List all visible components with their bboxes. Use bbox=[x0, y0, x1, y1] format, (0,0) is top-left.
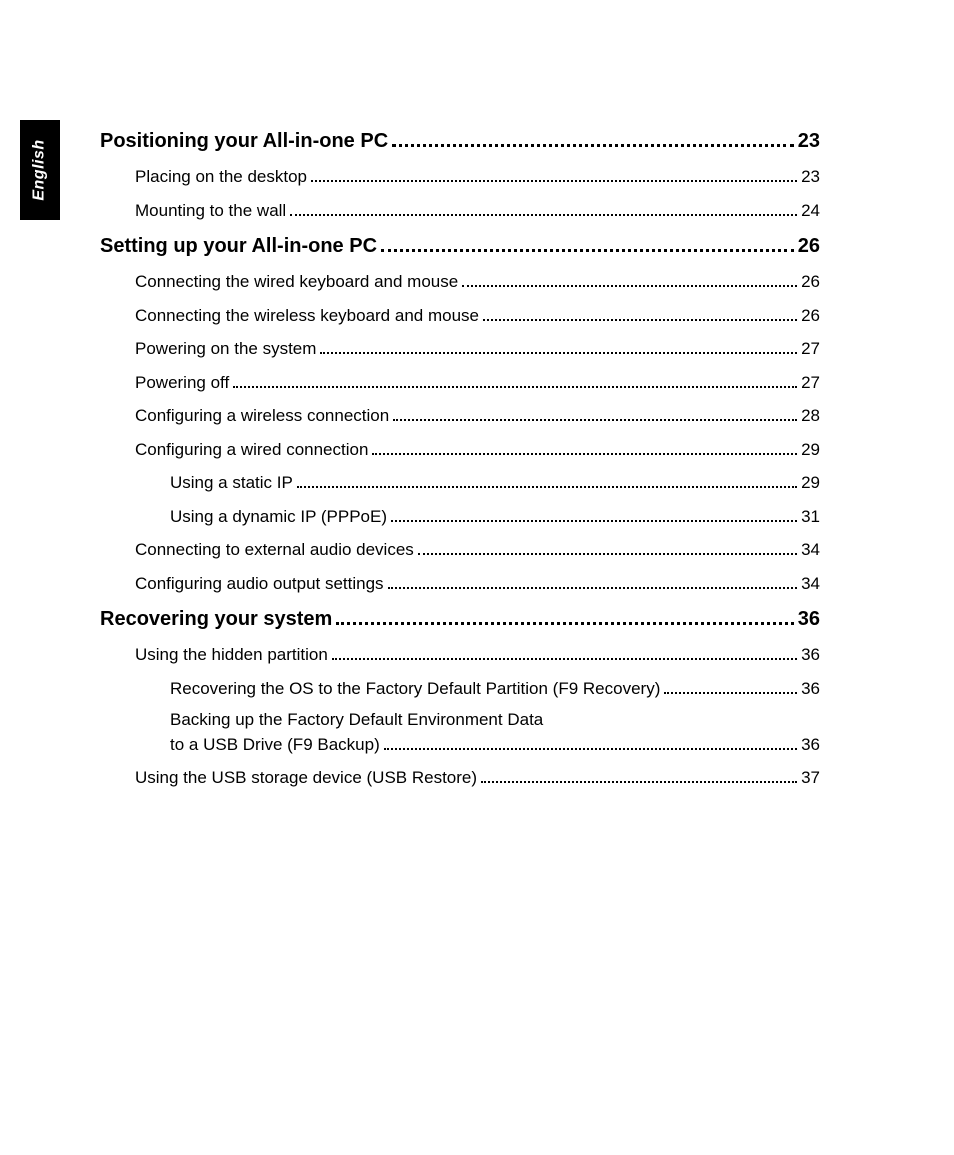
toc-entry-title: Using a dynamic IP (PPPoE) bbox=[170, 504, 387, 530]
toc-dots-leader bbox=[391, 505, 797, 521]
toc-entry: Using the hidden partition 36 bbox=[100, 642, 820, 668]
toc-dots-leader bbox=[311, 166, 797, 182]
toc-entry-title: Placing on the desktop bbox=[135, 164, 307, 190]
toc-dots-leader bbox=[320, 338, 797, 354]
toc-entry: Using a static IP 29 bbox=[100, 470, 820, 496]
language-tab-label: English bbox=[31, 139, 49, 200]
toc-entry: Powering off 27 bbox=[100, 370, 820, 396]
toc-dots-leader bbox=[290, 199, 797, 215]
toc-entry-title: Using a static IP bbox=[170, 470, 293, 496]
toc-dots-leader bbox=[388, 572, 798, 588]
toc-entry-title: Powering off bbox=[135, 370, 229, 396]
toc-entry-title: Configuring a wired connection bbox=[135, 437, 368, 463]
toc-entry-page: 34 bbox=[801, 571, 820, 597]
toc-entry-page: 23 bbox=[801, 164, 820, 190]
toc-entry-page: 36 bbox=[798, 604, 820, 634]
toc-entry-title: Configuring audio output settings bbox=[135, 571, 384, 597]
toc-dots-leader bbox=[332, 644, 797, 660]
toc-entry-title: Connecting the wireless keyboard and mou… bbox=[135, 303, 479, 329]
toc-dots-leader bbox=[462, 271, 797, 287]
toc-entry: Using the USB storage device (USB Restor… bbox=[100, 765, 820, 791]
toc-entry-title: Mounting to the wall bbox=[135, 198, 286, 224]
toc-entry: Connecting the wired keyboard and mouse 2… bbox=[100, 269, 820, 295]
toc-dots-leader bbox=[297, 472, 797, 488]
toc-entry-title: Positioning your All-in-one PC bbox=[100, 126, 388, 156]
toc-entry-page: 24 bbox=[801, 198, 820, 224]
toc-entry: Using a dynamic IP (PPPoE) 31 bbox=[100, 504, 820, 530]
toc-entry-page: 27 bbox=[801, 370, 820, 396]
toc-entry-page: 34 bbox=[801, 537, 820, 563]
toc-dots-leader bbox=[233, 371, 797, 387]
toc-entry-page: 26 bbox=[801, 269, 820, 295]
toc-entry-title: Connecting the wired keyboard and mouse bbox=[135, 269, 458, 295]
toc-entry-title: Configuring a wireless connection bbox=[135, 403, 389, 429]
toc-dots-leader bbox=[393, 405, 797, 421]
toc-entry-page: 27 bbox=[801, 336, 820, 362]
toc-entry: Backing up the Factory Default Environme… bbox=[100, 709, 820, 757]
toc-entry-page: 29 bbox=[801, 437, 820, 463]
toc-entry-title: Setting up your All-in-one PC bbox=[100, 231, 377, 261]
toc-entry-page: 31 bbox=[801, 504, 820, 530]
toc-entry: Recovering the OS to the Factory Default… bbox=[100, 676, 820, 702]
toc-entry-page: 36 bbox=[801, 732, 820, 758]
toc-dots-leader bbox=[481, 767, 797, 783]
toc-entry-page: 29 bbox=[801, 470, 820, 496]
toc-entry: Configuring a wireless connection 28 bbox=[100, 403, 820, 429]
toc-dots-leader bbox=[392, 128, 794, 147]
toc-entry-page: 28 bbox=[801, 403, 820, 429]
toc-entry: Recovering your system 36 bbox=[100, 604, 820, 634]
toc-entry-title: Powering on the system bbox=[135, 336, 316, 362]
table-of-contents: Positioning your All-in-one PC23Placing … bbox=[100, 120, 820, 799]
toc-entry: Connecting the wireless keyboard and mou… bbox=[100, 303, 820, 329]
toc-dots-leader bbox=[664, 677, 797, 693]
toc-entry: Configuring audio output settings 34 bbox=[100, 571, 820, 597]
toc-entry: Configuring a wired connection 29 bbox=[100, 437, 820, 463]
toc-dots-leader bbox=[336, 606, 793, 625]
toc-entry-title: Recovering your system bbox=[100, 604, 332, 634]
toc-entry-page: 37 bbox=[801, 765, 820, 791]
toc-entry: Powering on the system 27 bbox=[100, 336, 820, 362]
toc-entry-title: Recovering the OS to the Factory Default… bbox=[170, 676, 660, 702]
toc-dots-leader bbox=[372, 438, 797, 454]
toc-dots-leader bbox=[483, 304, 797, 320]
toc-entry-title: Using the hidden partition bbox=[135, 642, 328, 668]
toc-entry-page: 36 bbox=[801, 676, 820, 702]
toc-entry: Placing on the desktop 23 bbox=[100, 164, 820, 190]
toc-entry: Connecting to external audio devices 34 bbox=[100, 537, 820, 563]
toc-entry: Positioning your All-in-one PC 23 bbox=[100, 126, 820, 156]
toc-entry-page: 36 bbox=[801, 642, 820, 668]
toc-entry-page: 26 bbox=[801, 303, 820, 329]
toc-entry-title: Using the USB storage device (USB Restor… bbox=[135, 765, 477, 791]
language-tab: English bbox=[20, 120, 60, 220]
toc-entry: Setting up your All-in-one PC 26 bbox=[100, 231, 820, 261]
toc-dots-leader bbox=[381, 233, 794, 252]
toc-entry-title: Backing up the Factory Default Environme… bbox=[170, 709, 820, 732]
toc-entry-title: Connecting to external audio devices bbox=[135, 537, 414, 563]
toc-dots-leader bbox=[418, 539, 797, 555]
toc-entry: Mounting to the wall 24 bbox=[100, 198, 820, 224]
toc-entry-page: 26 bbox=[798, 231, 820, 261]
toc-entry-page: 23 bbox=[798, 126, 820, 156]
